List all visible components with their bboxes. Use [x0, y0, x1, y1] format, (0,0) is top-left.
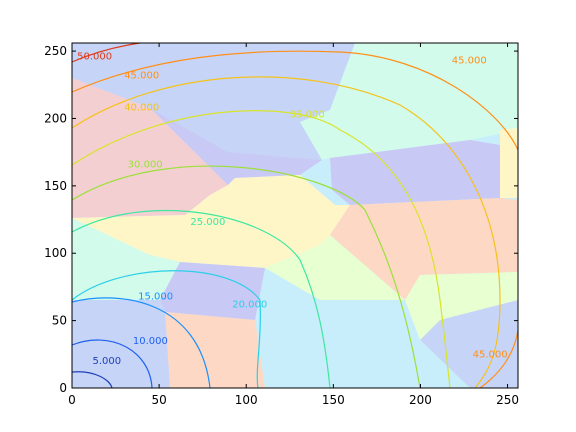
region-bottom-right-blue: [420, 300, 518, 388]
y-tick-label: 200: [44, 111, 67, 125]
region-top-blue: [72, 43, 355, 160]
region-right-peach: [330, 198, 518, 300]
contour-line-35: [72, 110, 451, 388]
region-lower-left-lavender: [160, 262, 265, 320]
contour-line-45-top: [72, 50, 518, 151]
contour-label: 15.000: [138, 291, 173, 302]
y-tick-label: 50: [52, 314, 67, 328]
contour-line-5: [72, 371, 113, 388]
contour-line-20: [72, 270, 261, 388]
contour-line-30: [72, 165, 421, 388]
contour-line-10: [72, 339, 153, 388]
x-tick-label: 250: [496, 393, 519, 407]
background-regions: [72, 43, 518, 388]
y-tick-label: 100: [44, 246, 67, 260]
y-tick-label: 150: [44, 179, 67, 193]
x-tick-label: 50: [151, 393, 166, 407]
contour-label: 45.000: [452, 56, 487, 67]
axes-frame: [71, 42, 519, 389]
contour-line-45-bottom: [479, 329, 518, 388]
region-right-edge-yellow: [500, 128, 518, 198]
region-centre-yellow: [72, 175, 350, 268]
region-top-right-mint: [300, 43, 518, 160]
contour-label: 10.000: [133, 336, 168, 347]
contour-lines: [72, 43, 518, 388]
contour-label: 45.000: [473, 349, 508, 360]
region-left-mint: [72, 218, 180, 300]
contour-label: 30.000: [128, 159, 163, 170]
x-tick-label: 150: [322, 393, 345, 407]
contour-label: 20.000: [232, 299, 267, 310]
y-tick-label: 250: [44, 44, 67, 58]
region-centre-cyan: [300, 160, 335, 205]
contour-label: 35.000: [290, 109, 325, 120]
contour-label: 45.000: [124, 70, 159, 81]
contour-line-50: [72, 43, 141, 63]
region-right-lavender: [330, 140, 500, 205]
contour-label: 40.000: [124, 103, 159, 114]
contour-line-15: [72, 297, 211, 388]
x-axis-ticks: 0 50 100 150 200 250: [68, 43, 519, 407]
y-axis-ticks: 0 50 100 150 200 250: [44, 44, 518, 395]
contour-label: 25.000: [190, 217, 225, 228]
region-bottom-peach: [165, 312, 265, 388]
x-tick-label: 0: [68, 393, 76, 407]
contour-label: 5.000: [93, 356, 122, 367]
y-tick-label: 0: [59, 381, 67, 395]
x-tick-label: 200: [409, 393, 432, 407]
contour-label: 50.000: [77, 51, 112, 62]
contour-line-40: [72, 76, 501, 388]
x-tick-label: 100: [235, 393, 258, 407]
contour-line-25: [72, 209, 331, 388]
region-upper-left-pink: [72, 78, 228, 218]
contour-labels: 5.000 10.000 15.000 20.000 25.000 30.000 35.00…: [77, 51, 508, 367]
region-centre-left-lavender: [150, 108, 322, 185]
